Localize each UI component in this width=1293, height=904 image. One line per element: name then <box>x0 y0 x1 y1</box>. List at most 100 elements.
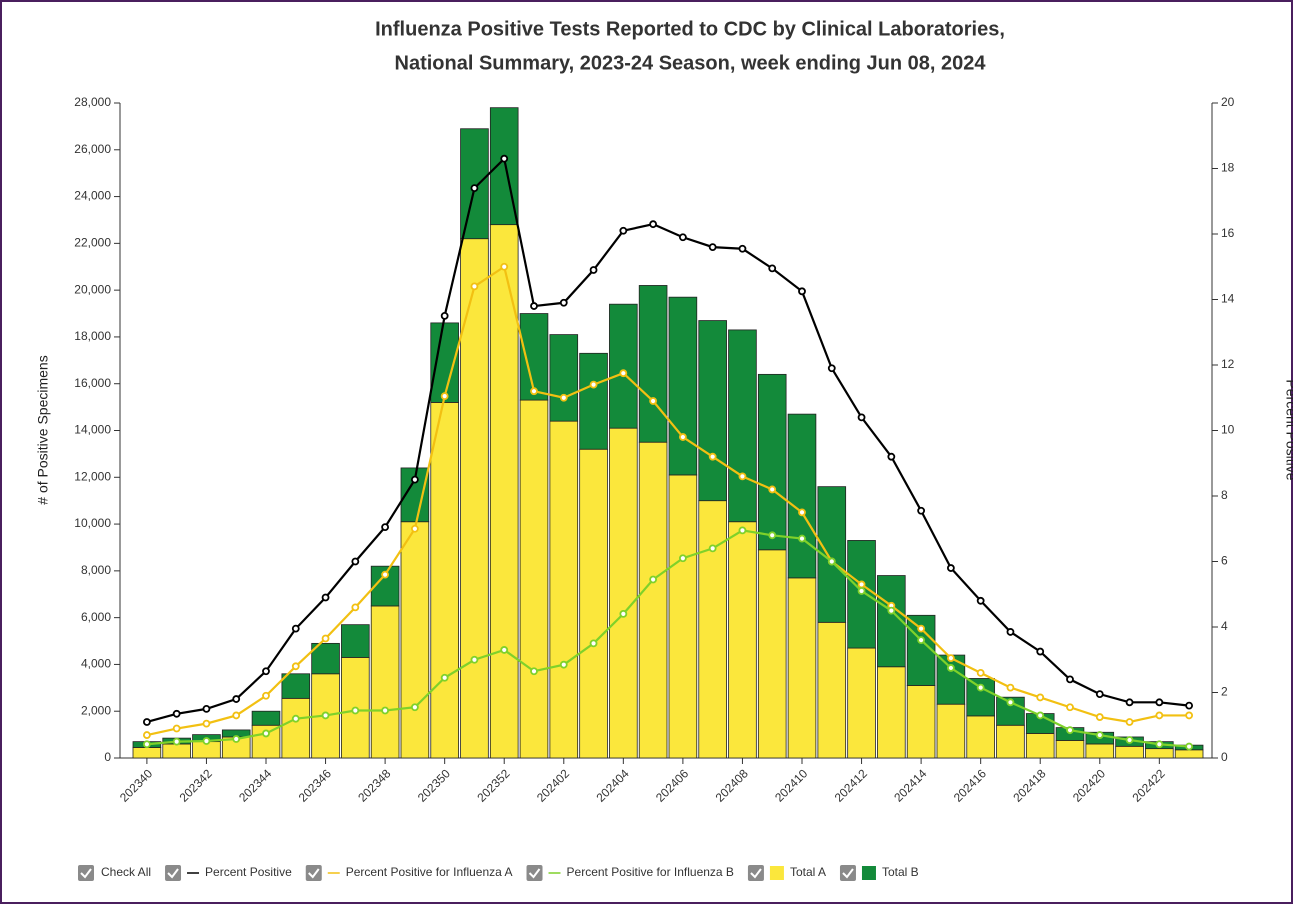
point <box>1006 628 1015 636</box>
point <box>857 580 866 589</box>
point <box>172 737 181 746</box>
point <box>798 508 806 517</box>
bar <box>370 605 400 759</box>
legend-checkbox[interactable] <box>526 865 543 881</box>
checkmark[interactable] <box>308 868 320 879</box>
point <box>619 226 628 235</box>
checkmark[interactable] <box>528 868 541 879</box>
legend-checkbox[interactable] <box>78 865 94 881</box>
checkbox[interactable] <box>78 865 94 881</box>
y-tick-label: 26,000 <box>74 142 111 156</box>
legend-label[interactable]: Check All <box>101 865 151 879</box>
checkmark[interactable] <box>167 868 179 879</box>
bar <box>668 296 698 476</box>
bar <box>549 334 579 422</box>
checkmark[interactable] <box>842 868 854 879</box>
point <box>887 606 896 615</box>
point <box>559 298 568 307</box>
bar <box>341 624 370 658</box>
legend-checkbox[interactable] <box>165 865 182 881</box>
legend-checkbox[interactable] <box>305 865 322 881</box>
point <box>1185 742 1194 751</box>
point <box>262 729 270 738</box>
checkmark[interactable] <box>80 868 92 879</box>
point <box>142 718 151 726</box>
point <box>1185 701 1194 710</box>
point <box>1155 711 1164 720</box>
y2-tick-label: 8 <box>1221 488 1228 502</box>
checkmark[interactable] <box>750 868 762 879</box>
point <box>768 531 777 540</box>
legend-checkbox[interactable] <box>839 865 856 881</box>
point <box>1095 731 1104 739</box>
bar <box>817 621 847 759</box>
bar <box>579 352 608 450</box>
checkbox[interactable] <box>526 865 543 881</box>
bar <box>728 329 757 523</box>
point <box>1036 693 1045 702</box>
point <box>410 475 419 484</box>
y2-tick-label: 14 <box>1221 292 1235 306</box>
point <box>708 544 717 553</box>
point <box>291 714 300 723</box>
bar <box>847 647 876 759</box>
point <box>738 244 747 253</box>
legend-label[interactable]: Total B <box>882 865 919 879</box>
point <box>291 624 300 633</box>
point <box>768 485 777 494</box>
point <box>410 524 419 533</box>
y2-tick-label: 4 <box>1221 619 1228 633</box>
y2-tick-label: 12 <box>1221 357 1235 371</box>
y-tick-label: 10,000 <box>74 516 111 530</box>
bar <box>757 373 787 551</box>
bar <box>519 399 549 759</box>
chart-title: Influenza Positive Tests Reported to CDC… <box>375 18 1005 40</box>
y-axis-label: # of Positive Specimens <box>35 355 51 504</box>
point <box>738 526 747 535</box>
point <box>1125 736 1134 744</box>
checkbox[interactable] <box>165 865 182 881</box>
line <box>146 156 1190 724</box>
point <box>678 554 687 563</box>
point <box>678 233 687 242</box>
point <box>917 624 926 633</box>
checkbox[interactable] <box>839 865 856 881</box>
x-tick-label: 202344 <box>236 766 274 804</box>
bar <box>132 747 162 759</box>
y-tick-label: 14,000 <box>74 423 111 437</box>
point <box>1155 698 1164 707</box>
y-tick-label: 20,000 <box>74 282 111 296</box>
bar <box>877 666 906 759</box>
x-tick-label: 202352 <box>474 766 512 804</box>
point <box>857 413 866 422</box>
point <box>321 634 330 643</box>
point <box>500 646 509 654</box>
legend-swatch <box>861 866 876 880</box>
point <box>321 711 330 720</box>
y-tick-label: 16,000 <box>74 376 111 390</box>
bar <box>996 696 1025 726</box>
point <box>708 243 717 252</box>
bar <box>1025 733 1055 759</box>
point <box>381 706 390 715</box>
bar <box>609 303 638 429</box>
point <box>172 724 181 733</box>
x-tick-label: 202410 <box>772 766 810 804</box>
x-tick-label: 202350 <box>415 766 453 804</box>
legend-label[interactable]: Percent Positive for Influenza B <box>567 865 734 879</box>
x-tick-label: 202340 <box>117 766 155 804</box>
checkbox[interactable] <box>747 865 764 881</box>
y-tick-label: 0 <box>104 750 111 764</box>
legend-label[interactable]: Percent Positive for Influenza A <box>346 865 513 879</box>
legend-checkbox[interactable] <box>747 865 764 881</box>
y-tick-label: 22,000 <box>74 236 111 250</box>
x-tick-label: 202420 <box>1070 766 1108 804</box>
point <box>649 575 658 584</box>
point <box>589 380 598 389</box>
legend-label[interactable]: Total A <box>790 865 826 879</box>
checkbox[interactable] <box>305 865 322 881</box>
point <box>202 737 211 745</box>
legend-label[interactable]: Percent Positive <box>205 865 292 879</box>
